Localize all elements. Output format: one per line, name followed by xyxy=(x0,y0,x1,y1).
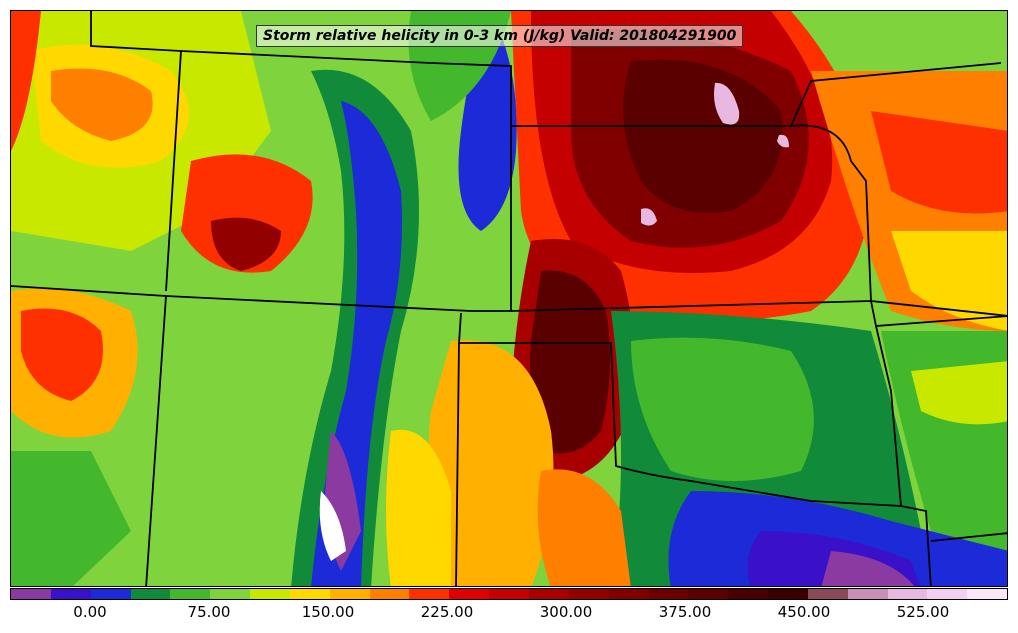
colorbar-segment xyxy=(130,589,171,599)
colorbar-segment xyxy=(887,589,928,599)
colorbar-segment xyxy=(688,589,729,599)
colorbar-segment xyxy=(210,589,251,599)
colorbar-tick-label: 450.00 xyxy=(777,603,831,621)
helicity-field-svg xyxy=(11,11,1007,586)
colorbar-segment xyxy=(608,589,649,599)
helicity-map: Storm relative helicity in 0-3 km (J/kg)… xyxy=(10,10,1008,587)
colorbar-segment xyxy=(90,589,131,599)
colorbar-segment xyxy=(11,589,51,599)
colorbar-segment xyxy=(50,589,91,599)
colorbar-segment xyxy=(568,589,609,599)
colorbar-tick-label: 525.00 xyxy=(896,603,950,621)
colorbar-segment xyxy=(648,589,689,599)
colorbar-tick-labels: 0.00 75.00 150.00 225.00 300.00 375.00 450.00 5… xyxy=(10,603,1008,625)
colorbar-tick-label: 0.00 xyxy=(73,603,107,621)
colorbar-tick-label: 225.00 xyxy=(420,603,474,621)
colorbar-segment xyxy=(927,589,968,599)
colorbar-segment xyxy=(528,589,569,599)
colorbar-segment xyxy=(250,589,290,599)
colorbar-segment xyxy=(449,589,490,599)
colorbar-segment xyxy=(967,589,1008,599)
colorbar-tick-label: 300.00 xyxy=(539,603,593,621)
colorbar-segment xyxy=(369,589,410,599)
colorbar-segment xyxy=(289,589,330,599)
colorbar-tick-label: 150.00 xyxy=(301,603,355,621)
map-title: Storm relative helicity in 0-3 km (J/kg)… xyxy=(256,25,744,47)
colorbar-segment xyxy=(728,589,769,599)
colorbar-segment xyxy=(847,589,888,599)
colorbar-segment xyxy=(329,589,370,599)
colorbar-segment xyxy=(768,589,808,599)
colorbar-tick-label: 375.00 xyxy=(658,603,712,621)
colorbar-segment xyxy=(170,589,211,599)
colorbar-segment xyxy=(489,589,529,599)
colorbar xyxy=(10,588,1008,600)
colorbar-segment xyxy=(807,589,848,599)
colorbar-segment xyxy=(409,589,450,599)
colorbar-tick-label: 75.00 xyxy=(187,603,231,621)
